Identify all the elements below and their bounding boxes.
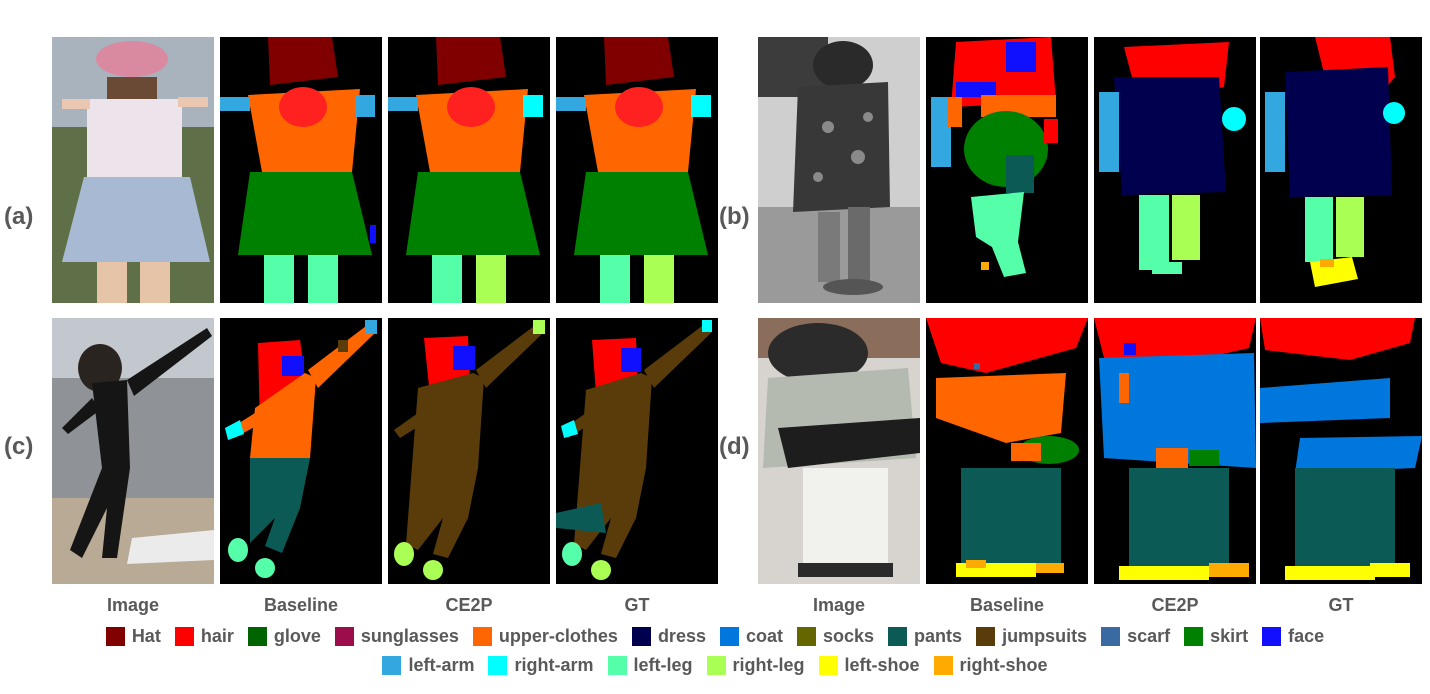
legend-item: jumpsuits — [976, 626, 1087, 647]
legend-item: Hat — [105, 626, 161, 647]
legend-row-1: Hat hair glove sunglasses upper-clothes … — [0, 626, 1430, 647]
row-label-c: (c) — [4, 433, 34, 460]
legend-swatch — [472, 627, 492, 646]
legend-label: face — [1288, 626, 1325, 646]
legend-item: left-arm — [382, 655, 474, 676]
legend-label: upper-clothes — [498, 626, 618, 646]
row-label-b: (b) — [719, 203, 750, 230]
legend-swatch — [1262, 627, 1282, 646]
column-label-ce2p-right: CE2P — [1151, 595, 1199, 615]
legend-swatch — [247, 627, 267, 646]
legend-item: glove — [247, 626, 321, 647]
legend-label: left-arm — [408, 655, 475, 675]
legend-item: skirt — [1184, 626, 1248, 647]
row-label-d: (d) — [719, 433, 750, 460]
legend-label: socks — [823, 626, 875, 646]
baseline-b — [926, 37, 1088, 303]
ce2p-a — [388, 37, 550, 303]
legend-swatch — [382, 656, 402, 675]
legend-item: socks — [797, 626, 874, 647]
legend-swatch — [888, 627, 908, 646]
legend-label: pants — [914, 626, 963, 646]
legend-swatch — [706, 656, 726, 675]
column-label-baseline-left: Baseline — [263, 595, 339, 615]
gt-a — [556, 37, 718, 303]
gt-b — [1260, 37, 1422, 303]
column-label-gt-right: GT — [1328, 595, 1354, 615]
legend-swatch — [1184, 627, 1204, 646]
legend-item: right-leg — [706, 655, 805, 676]
legend-item: face — [1262, 626, 1324, 647]
legend-label: scarf — [1127, 626, 1171, 646]
legend-item: pants — [888, 626, 962, 647]
legend-swatch — [976, 627, 996, 646]
ce2p-b — [1094, 37, 1256, 303]
legend-label: Hat — [131, 626, 161, 646]
baseline-c — [220, 318, 382, 584]
legend-swatch — [105, 627, 125, 646]
baseline-a — [220, 37, 382, 303]
legend-label: right-leg — [732, 655, 805, 675]
legend-swatch — [1101, 627, 1121, 646]
legend-label: left-shoe — [844, 655, 920, 675]
legend-swatch — [818, 656, 838, 675]
legend-swatch — [631, 627, 651, 646]
photo-a — [52, 37, 214, 303]
legend-item: scarf — [1101, 626, 1170, 647]
legend-item: upper-clothes — [472, 626, 618, 647]
legend-label: right-shoe — [959, 655, 1048, 675]
legend-label: jumpsuits — [1002, 626, 1088, 646]
gt-d — [1260, 318, 1422, 584]
legend-label: glove — [273, 626, 321, 646]
column-label-image-left: Image — [106, 595, 160, 615]
legend-item: dress — [631, 626, 706, 647]
legend-item: left-leg — [607, 655, 693, 676]
legend-label: coat — [745, 626, 783, 646]
legend-item: sunglasses — [334, 626, 459, 647]
legend-swatch — [488, 656, 508, 675]
legend-item: coat — [719, 626, 783, 647]
legend-swatch — [797, 627, 816, 646]
gt-c — [556, 318, 718, 584]
legend-swatch — [334, 627, 354, 646]
legend-label: dress — [657, 626, 706, 646]
column-label-image-right: Image — [812, 595, 866, 615]
column-label-ce2p-left: CE2P — [445, 595, 493, 615]
legend-swatch — [174, 627, 194, 646]
legend-item: left-shoe — [818, 655, 920, 676]
column-label-baseline-right: Baseline — [969, 595, 1045, 615]
legend-swatch — [933, 656, 953, 675]
legend-item: hair — [174, 626, 234, 647]
ce2p-d — [1094, 318, 1256, 584]
legend-swatch — [719, 627, 739, 646]
column-label-gt-left: GT — [624, 595, 650, 615]
legend-row-2: left-arm right-arm left-leg right-leg le… — [0, 655, 1430, 676]
legend-item: right-shoe — [933, 655, 1048, 676]
legend-label: right-arm — [514, 655, 594, 675]
photo-d — [758, 318, 920, 584]
legend-swatch — [607, 656, 627, 675]
legend-label: left-leg — [633, 655, 693, 675]
legend-label: hair — [200, 626, 234, 646]
photo-c — [52, 318, 214, 584]
ce2p-c — [388, 318, 550, 584]
photo-b — [758, 37, 920, 303]
legend-label: sunglasses — [360, 626, 459, 646]
legend-item: right-arm — [488, 655, 594, 676]
row-label-a: (a) — [4, 203, 34, 230]
legend-label: skirt — [1210, 626, 1249, 646]
baseline-d — [926, 318, 1088, 584]
